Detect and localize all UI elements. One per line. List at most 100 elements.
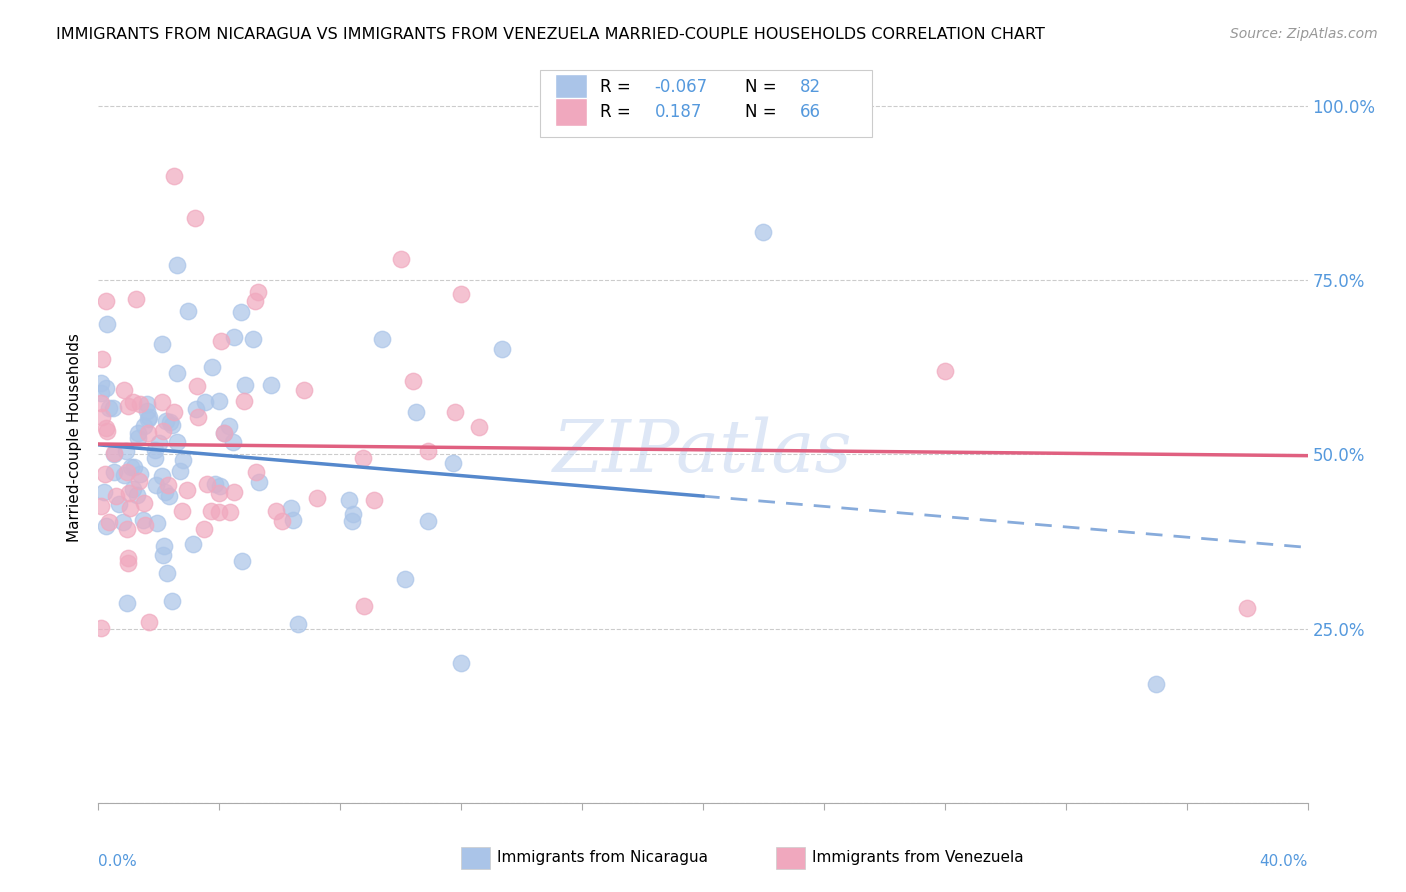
Point xyxy=(134,517,156,532)
Point xyxy=(98,515,121,529)
Point xyxy=(152,549,174,563)
Point xyxy=(193,522,215,536)
Point xyxy=(233,378,256,392)
Point xyxy=(127,431,149,445)
Point xyxy=(280,501,302,516)
Point xyxy=(163,405,186,419)
Point xyxy=(208,485,231,500)
Point xyxy=(96,424,118,438)
Point xyxy=(157,489,180,503)
Point xyxy=(245,465,267,479)
Point xyxy=(200,504,222,518)
Point xyxy=(138,409,160,424)
Point xyxy=(176,483,198,497)
Point xyxy=(125,292,148,306)
Point xyxy=(150,394,173,409)
Point xyxy=(208,479,231,493)
Point xyxy=(405,405,427,419)
Point xyxy=(389,252,412,267)
Point xyxy=(143,451,166,466)
FancyBboxPatch shape xyxy=(540,70,872,137)
Point xyxy=(94,421,117,435)
Point xyxy=(96,317,118,331)
Point xyxy=(136,397,159,411)
Point xyxy=(222,484,245,499)
Point xyxy=(128,474,150,488)
Point xyxy=(136,425,159,440)
Point xyxy=(491,342,513,356)
Point xyxy=(97,401,120,416)
Point xyxy=(247,475,270,489)
Point xyxy=(307,491,329,505)
Point xyxy=(117,550,139,565)
Point xyxy=(209,334,232,348)
Point xyxy=(187,409,209,424)
Point xyxy=(186,379,208,393)
Point xyxy=(468,419,491,434)
Point xyxy=(112,467,135,482)
Point xyxy=(118,501,141,516)
Point xyxy=(340,514,363,528)
Text: -0.067: -0.067 xyxy=(655,78,707,96)
Point xyxy=(138,615,160,629)
Point xyxy=(91,351,114,366)
Point xyxy=(218,419,240,434)
Point xyxy=(160,418,183,433)
Point xyxy=(103,447,125,461)
Bar xyxy=(461,847,491,869)
Point xyxy=(111,515,134,529)
Text: R =: R = xyxy=(600,78,637,96)
Point xyxy=(416,514,439,528)
Point xyxy=(93,485,115,500)
Point xyxy=(416,444,439,458)
Point xyxy=(129,467,152,482)
Point xyxy=(112,384,135,398)
Point xyxy=(163,169,186,183)
Point xyxy=(208,505,231,519)
Point xyxy=(222,434,245,449)
Point xyxy=(184,211,207,225)
Point xyxy=(90,396,112,410)
Point xyxy=(183,537,205,551)
Bar xyxy=(555,73,586,102)
Text: IMMIGRANTS FROM NICARAGUA VS IMMIGRANTS FROM VENEZUELA MARRIED-COUPLE HOUSEHOLDS: IMMIGRANTS FROM NICARAGUA VS IMMIGRANTS … xyxy=(56,27,1045,42)
Point xyxy=(115,522,138,536)
Point xyxy=(135,404,157,418)
Point xyxy=(752,225,775,239)
Point xyxy=(353,599,375,614)
Point xyxy=(212,425,235,440)
Point xyxy=(271,514,294,528)
Point xyxy=(94,467,117,482)
Bar xyxy=(776,847,804,869)
Point xyxy=(352,450,374,465)
Point xyxy=(184,401,207,416)
Text: Immigrants from Venezuela: Immigrants from Venezuela xyxy=(811,850,1024,865)
Point xyxy=(264,504,287,518)
Point xyxy=(214,425,236,440)
Text: 66: 66 xyxy=(800,103,821,121)
Point xyxy=(129,397,152,411)
Text: 82: 82 xyxy=(800,78,821,96)
Point xyxy=(243,293,266,308)
Point xyxy=(1144,677,1167,691)
Point xyxy=(172,453,194,467)
Point xyxy=(402,374,425,388)
Point xyxy=(90,410,112,425)
Point xyxy=(160,594,183,608)
Point xyxy=(127,488,149,502)
Point xyxy=(287,616,309,631)
Point xyxy=(127,426,149,441)
Point xyxy=(283,513,305,527)
Point xyxy=(177,303,200,318)
Text: N =: N = xyxy=(745,103,782,121)
Point xyxy=(246,285,269,300)
Text: Immigrants from Nicaragua: Immigrants from Nicaragua xyxy=(498,850,709,865)
Point xyxy=(134,419,156,434)
Point xyxy=(450,287,472,301)
Point xyxy=(103,445,125,459)
Point xyxy=(169,464,191,478)
Point xyxy=(934,364,956,378)
Point xyxy=(143,443,166,458)
Point xyxy=(152,424,174,438)
Point xyxy=(159,415,181,429)
